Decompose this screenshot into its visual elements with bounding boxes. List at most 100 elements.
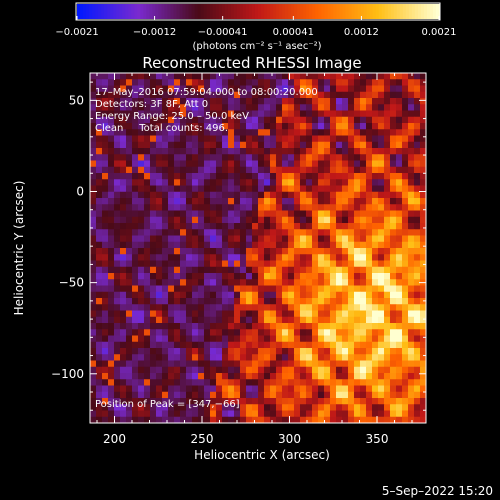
heatmap-cell	[276, 148, 283, 155]
heatmap-cell	[420, 310, 426, 318]
heatmap-cell	[354, 204, 361, 211]
heatmap-cell	[264, 85, 271, 93]
heatmap-cell	[342, 160, 349, 168]
heatmap-cell	[240, 198, 247, 205]
heatmap-cell	[120, 135, 127, 143]
heatmap-cell	[330, 73, 337, 80]
heatmap-cell	[420, 391, 426, 399]
heatmap-cell	[216, 98, 223, 105]
heatmap-cell	[354, 104, 361, 111]
heatmap-cell	[276, 310, 283, 318]
heatmap-cell	[138, 391, 145, 399]
heatmap-cell	[318, 248, 325, 255]
colorbar-segment	[224, 4, 229, 19]
heatmap-cell	[276, 123, 283, 130]
heatmap-cell	[354, 179, 361, 186]
heatmap-cell	[336, 391, 343, 399]
heatmap-cell	[318, 73, 325, 80]
heatmap-cell	[216, 310, 223, 318]
heatmap-cell	[264, 323, 271, 330]
heatmap-cell	[216, 241, 223, 249]
heatmap-cell	[126, 204, 133, 211]
heatmap-cell	[138, 279, 145, 286]
heatmap-cell	[252, 73, 259, 80]
heatmap-cell	[390, 73, 397, 80]
heatmap-cell	[348, 266, 355, 274]
heatmap-cell	[210, 135, 217, 143]
heatmap-cell	[240, 91, 247, 99]
heatmap-cell	[192, 329, 199, 336]
heatmap-cell	[270, 104, 277, 111]
heatmap-cell	[126, 241, 133, 249]
heatmap-cell	[120, 310, 127, 318]
heatmap-cell	[420, 266, 426, 274]
heatmap-cell	[180, 98, 187, 105]
heatmap-cell	[342, 366, 349, 374]
heatmap-cell	[300, 341, 307, 349]
heatmap-cell	[252, 360, 259, 368]
heatmap-cell	[90, 298, 97, 305]
heatmap-cell	[90, 385, 97, 393]
heatmap-cell	[348, 154, 355, 161]
heatmap-cell	[180, 166, 187, 174]
heatmap-cell	[294, 235, 301, 243]
heatmap-cell	[174, 379, 181, 386]
heatmap-cell	[90, 73, 97, 80]
heatmap-cell	[306, 73, 313, 80]
heatmap-cell	[216, 404, 223, 411]
heatmap-cell	[270, 360, 277, 368]
x-tick-label: 300	[278, 432, 301, 446]
heatmap-cell	[414, 135, 421, 143]
heatmap-cell	[396, 391, 403, 399]
heatmap-cell	[300, 373, 307, 380]
heatmap-cell	[318, 366, 325, 374]
heatmap-cell	[294, 166, 301, 174]
heatmap-cell	[126, 341, 133, 349]
heatmap-cell	[174, 135, 181, 143]
heatmap-cell	[150, 198, 157, 205]
heatmap-cell	[384, 129, 391, 136]
heatmap-cell	[360, 279, 367, 286]
colorbar-segment	[197, 4, 202, 19]
heatmap-cell	[318, 160, 325, 168]
colorbar-segment	[408, 4, 413, 19]
heatmap-cell	[384, 316, 391, 324]
heatmap-cell	[336, 160, 343, 168]
heatmap-cell	[378, 85, 385, 93]
heatmap-cell	[384, 366, 391, 374]
heatmap-cell	[216, 260, 223, 268]
heatmap-cell	[90, 291, 97, 299]
heatmap-cell	[108, 373, 115, 380]
heatmap-cell	[300, 91, 307, 99]
heatmap-cell	[138, 385, 145, 393]
heatmap-cell	[222, 385, 229, 393]
heatmap-cell	[396, 166, 403, 174]
heatmap-cell	[108, 348, 115, 355]
heatmap-cell	[270, 179, 277, 186]
heatmap-cell	[324, 148, 331, 155]
annotation-energy-range: Energy Range: 25.0 – 50.0 keV	[95, 111, 249, 122]
heatmap-cell	[258, 179, 265, 186]
heatmap-cell	[342, 235, 349, 243]
heatmap-cell	[354, 223, 361, 230]
heatmap-cell	[270, 79, 277, 86]
heatmap-cell	[282, 248, 289, 255]
heatmap-cell	[360, 410, 367, 418]
heatmap-cell	[174, 416, 181, 423]
heatmap-cell	[288, 373, 295, 380]
heatmap-cell	[144, 135, 151, 143]
heatmap-cell	[132, 179, 139, 186]
heatmap-cell	[258, 85, 265, 93]
heatmap-cell	[186, 273, 193, 280]
heatmap-cell	[342, 216, 349, 224]
heatmap-cell	[240, 410, 247, 418]
heatmap-cell	[228, 323, 235, 330]
heatmap-cell	[114, 416, 121, 423]
heatmap-cell	[174, 248, 181, 255]
heatmap-cell	[402, 279, 409, 286]
colorbar-segment	[327, 4, 331, 19]
heatmap-cell	[396, 129, 403, 136]
heatmap-cell	[270, 173, 277, 180]
heatmap-cell	[342, 335, 349, 343]
colorbar-segment	[194, 4, 199, 19]
